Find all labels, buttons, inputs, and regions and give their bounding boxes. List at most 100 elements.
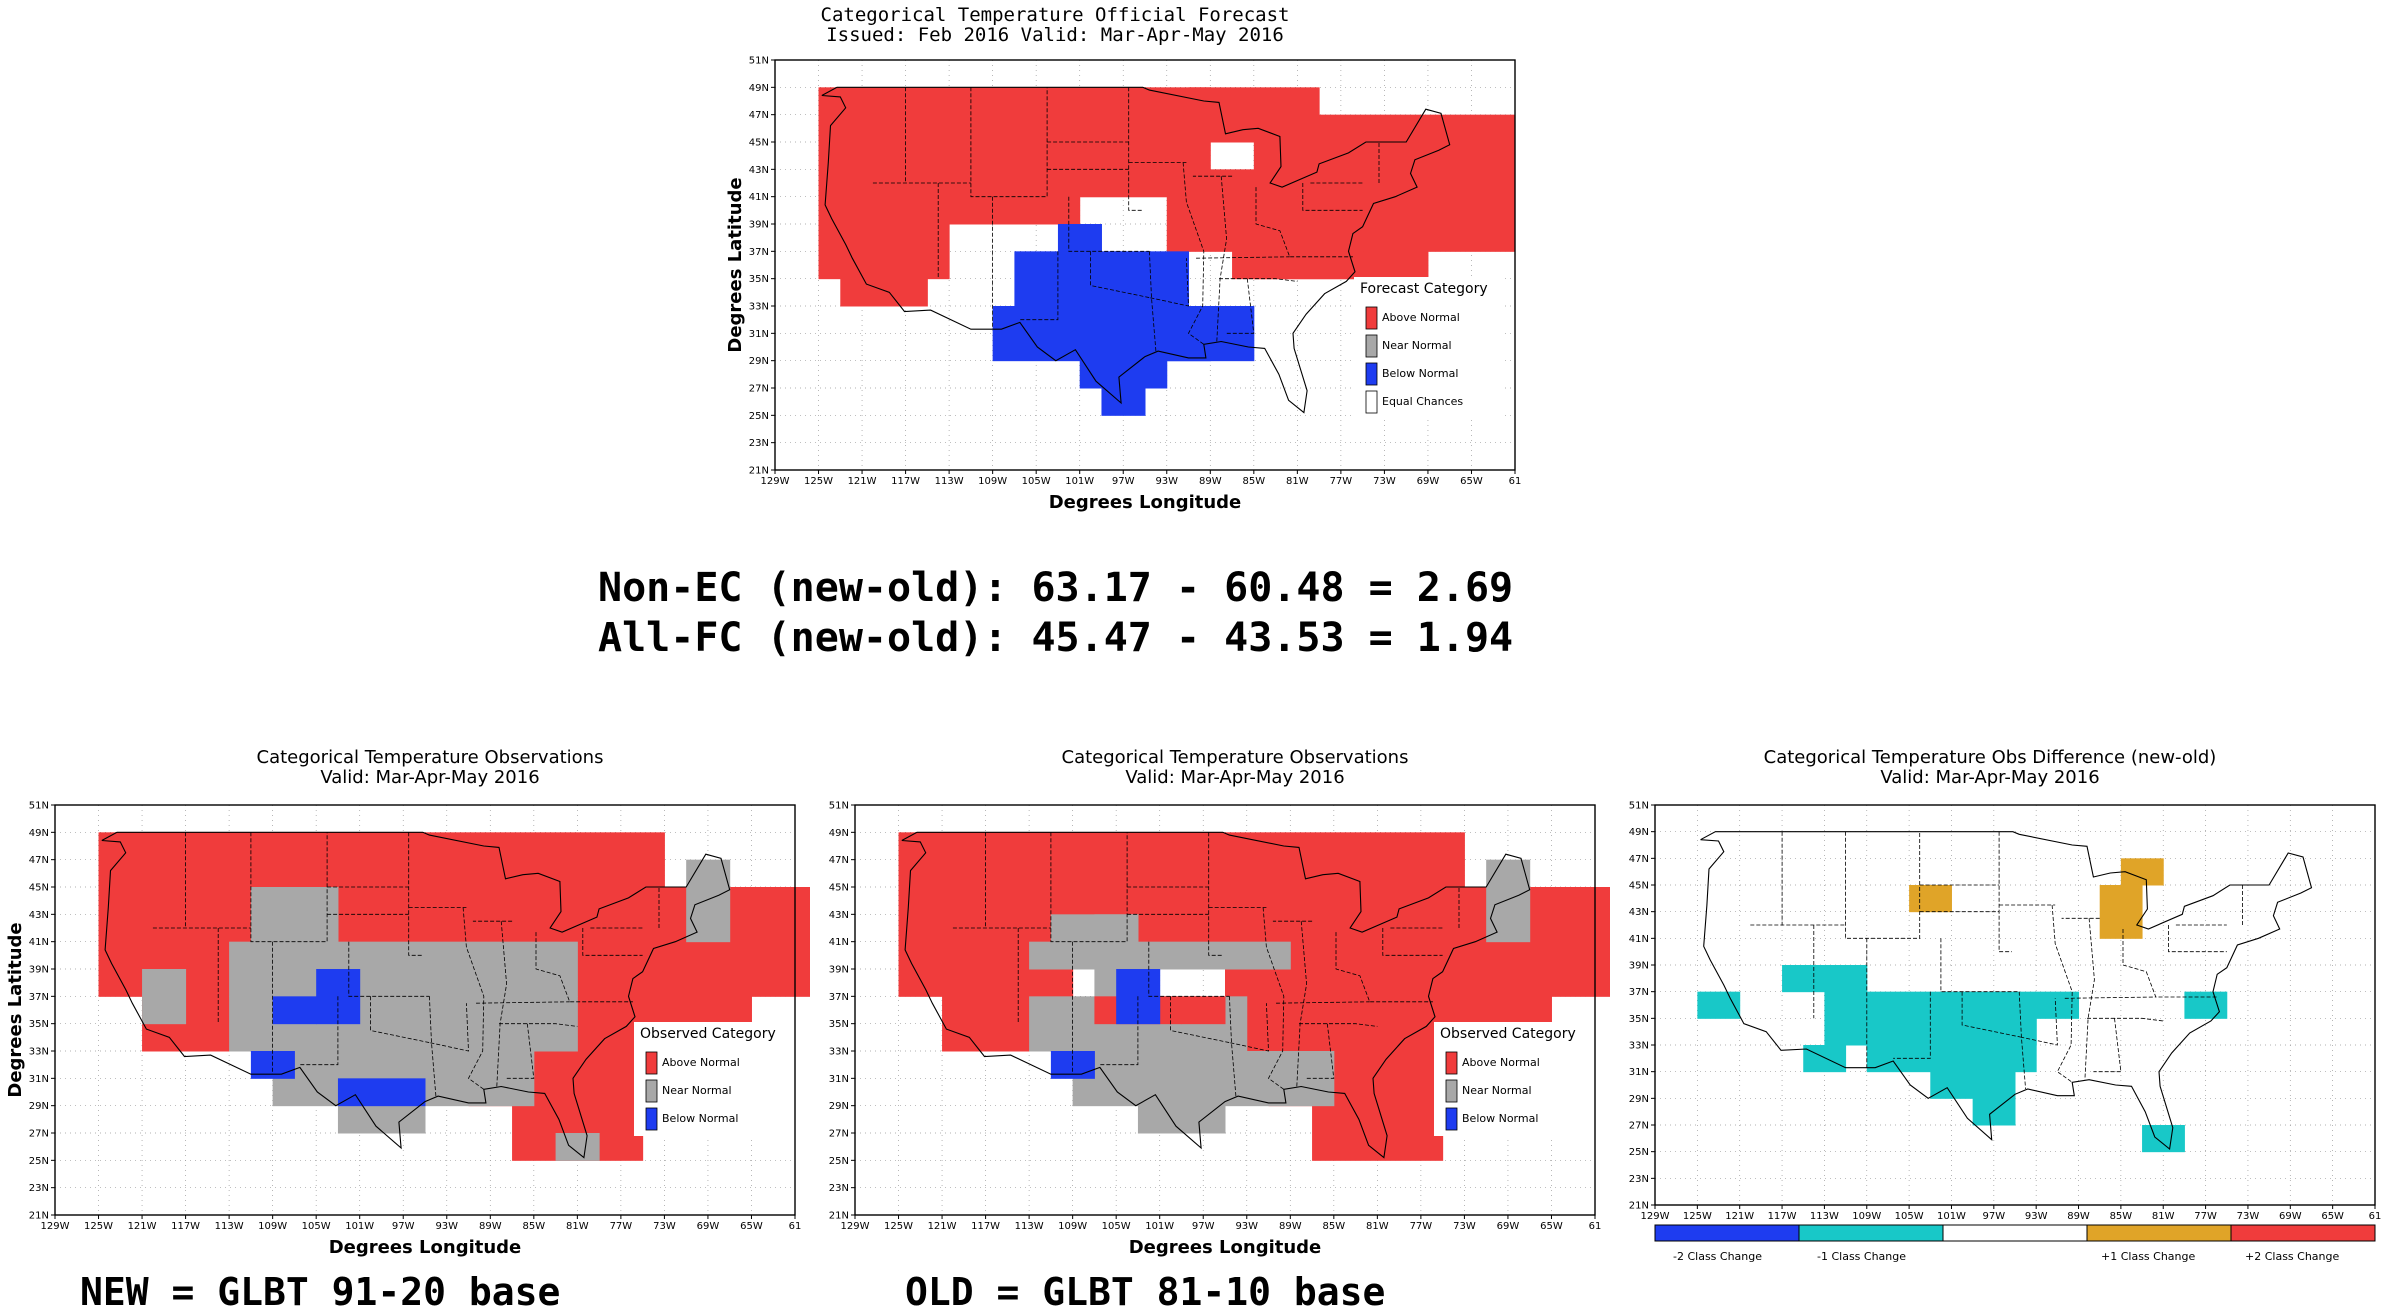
diff-boundaries — [1750, 831, 2243, 1090]
obs-new-state-line — [430, 1003, 469, 1052]
forecast-cell — [1079, 360, 1168, 389]
diff-colorbar-segment — [2230, 1224, 2376, 1242]
obs-new-cell — [337, 1105, 426, 1134]
forecast-xtick-label: 69W — [1417, 476, 1440, 487]
obs-old-xtick-label: 61 — [1589, 1221, 1602, 1232]
diff-colorbar-label: -2 Class Change — [1673, 1250, 1762, 1263]
obs-old-cell — [1137, 1105, 1226, 1134]
diff-cell — [1972, 1045, 2016, 1126]
obs-new-xtick-label: 97W — [392, 1221, 415, 1232]
obs-new-state-line — [535, 932, 633, 1003]
obs-old-legend: Observed Category Above Normal Near Normal… — [1434, 1022, 1594, 1136]
forecast-xtick-label: 117W — [891, 476, 920, 487]
diff-cell — [2120, 858, 2164, 886]
forecast-cell — [1014, 251, 1190, 307]
forecast-legend: Forecast Category Above Normal Near Normal… — [1354, 277, 1504, 419]
forecast-ytick-label: 35N — [749, 274, 769, 285]
forecast-state-line — [1255, 187, 1353, 258]
forecast-xtick-label: 113W — [935, 476, 964, 487]
obs-new-ytick-label: 45N — [29, 883, 49, 894]
forecast-xtick-label: 125W — [804, 476, 833, 487]
obs-new-legend-swatch — [645, 1079, 658, 1103]
obs-new-cell — [229, 941, 578, 997]
obs-old-ytick-label: 43N — [829, 910, 849, 921]
obs-old-legend-swatch — [1445, 1051, 1458, 1075]
obs-new-state-line — [408, 832, 422, 956]
obs-old-xtick-label: 81W — [1366, 1221, 1389, 1232]
obs-new-ytick-label: 25N — [29, 1156, 49, 1167]
diff-xtick-label: 101W — [1937, 1211, 1966, 1222]
forecast-state-line — [1216, 176, 1228, 342]
stat-all-fc: All-FC (new-old): 45.47 - 43.53 = 1.94 — [598, 615, 1514, 661]
forecast-ytick-label: 47N — [749, 110, 769, 121]
forecast-xtick-label: 93W — [1155, 476, 1178, 487]
obs-old-frame — [854, 804, 1596, 1216]
obs-old-xtick-label: 69W — [1497, 1221, 1520, 1232]
obs-new-legend-label: Below Normal — [662, 1112, 738, 1125]
obs-new-state-line — [348, 941, 430, 997]
diff-cell — [2184, 991, 2228, 1019]
obs-old-state-line — [1099, 996, 1139, 1066]
obs-old-ytick-label: 35N — [829, 1019, 849, 1030]
forecast-cell — [840, 278, 928, 307]
forecast-xtick-label: 101W — [1065, 476, 1094, 487]
diff-state-line — [2020, 998, 2058, 1046]
obs-old-xtick-label: 105W — [1102, 1221, 1131, 1232]
obs-new-coastline — [101, 831, 731, 1159]
forecast-ytick-label: 51N — [749, 56, 769, 67]
obs-old-xtick-label: 109W — [1058, 1221, 1087, 1232]
obs-new-title: Categorical Temperature Observations Val… — [256, 747, 604, 788]
forecast-state-line — [1019, 251, 1059, 321]
obs-new-legend-swatch — [645, 1107, 658, 1131]
obs-new-state-line — [499, 1023, 578, 1027]
diff-ytick-label: 51N — [1629, 801, 1649, 812]
obs-new-xtick-label: 77W — [610, 1221, 633, 1232]
diff-map: 51N 49N 47N 45N 43N 41N 39N 37N 35N 33N 31N 29N 27N 2… — [1629, 801, 2382, 1264]
diff-cell — [2099, 885, 2143, 939]
diff-xtick-label: 85W — [2110, 1211, 2133, 1222]
diff-ytick-label: 45N — [1629, 881, 1649, 892]
obs-new-state-line — [582, 928, 643, 956]
caption-new: NEW = GLBT 91-20 base — [80, 1270, 561, 1314]
obs-new-map: 51N 49N 47N 45N 43N 41N 39N 37N 35N 33N 31N 29N 27N 2… — [5, 801, 810, 1258]
forecast-ytick-label: 33N — [749, 302, 769, 313]
obs-new-cell — [142, 969, 187, 1025]
obs-new-ytick-label: 27N — [29, 1129, 49, 1140]
obs-new-legend-label: Near Normal — [662, 1084, 732, 1097]
obs-old-legend-label: Below Normal — [1462, 1112, 1538, 1125]
diff-ytick-label: 49N — [1629, 827, 1649, 838]
forecast-state-line — [1196, 256, 1290, 259]
obs-new-boundaries — [152, 832, 660, 1097]
obs-old-xtick-label: 97W — [1192, 1221, 1215, 1232]
obs-new-xtick-label: 109W — [258, 1221, 287, 1232]
obs-new-xtick-label: 125W — [84, 1221, 113, 1232]
obs-old-ytick-label: 37N — [829, 992, 849, 1003]
obs-new-ytick-label: 49N — [29, 828, 49, 839]
obs-old-ytick-label: 41N — [829, 937, 849, 948]
obs-new-legend-label: Above Normal — [662, 1056, 740, 1069]
obs-old-xtick-label: 121W — [928, 1221, 957, 1232]
obs-old-legend-label: Above Normal — [1462, 1056, 1540, 1069]
forecast-cell — [1232, 251, 1364, 280]
obs-new-ytick-label: 41N — [29, 937, 49, 948]
diff-xtick-label: 113W — [1810, 1211, 1839, 1222]
obs-old-legend-title: Observed Category — [1440, 1026, 1576, 1042]
obs-old-legend-swatch — [1445, 1079, 1458, 1103]
diff-ytick-label: 35N — [1629, 1014, 1649, 1025]
diff-ytick-label: 41N — [1629, 934, 1649, 945]
obs-new-ytick-label: 43N — [29, 910, 49, 921]
obs-old-ytick-label: 51N — [829, 801, 849, 812]
obs-new-ytick-label: 23N — [29, 1183, 49, 1194]
forecast-ytick-label: 27N — [749, 384, 769, 395]
forecast-state-line — [1225, 278, 1255, 334]
forecast-coastline — [821, 86, 1451, 414]
obs-old-xtick-label: 93W — [1235, 1221, 1258, 1232]
diff-colorbar-label: +2 Class Change — [2245, 1250, 2339, 1263]
obs-old-state-line — [1208, 832, 1222, 956]
diff-cell — [1697, 991, 1741, 1019]
forecast-map: 51N 49N 47N 45N 43N 41N 39N 37N 35N 33N 31N 29N 27N 2… — [725, 56, 1521, 514]
obs-old-coastline — [901, 831, 1531, 1159]
obs-new-cell — [555, 1133, 600, 1161]
obs-new-xtick-label: 65W — [740, 1221, 763, 1232]
diff-xtick-label: 129W — [1641, 1211, 1670, 1222]
